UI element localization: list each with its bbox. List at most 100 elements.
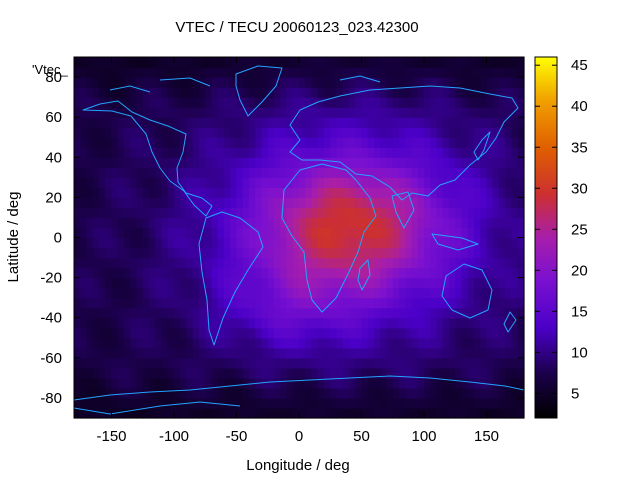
heatmap-cell bbox=[417, 137, 425, 148]
heatmap-cell bbox=[92, 167, 100, 178]
heatmap-cell bbox=[142, 367, 150, 379]
heatmap-cell bbox=[355, 347, 363, 359]
heatmap-cell bbox=[405, 227, 413, 239]
heatmap-cell bbox=[92, 57, 100, 68]
heatmap-cell bbox=[124, 167, 131, 178]
heatmap-cell bbox=[455, 317, 463, 329]
heatmap-cell bbox=[405, 97, 413, 108]
heatmap-cell bbox=[492, 167, 500, 178]
heatmap-cell bbox=[517, 97, 525, 108]
heatmap-cell bbox=[330, 307, 338, 319]
heatmap-cell bbox=[117, 247, 125, 259]
heatmap-cell bbox=[99, 117, 106, 128]
heatmap-cell bbox=[517, 387, 525, 399]
heatmap-cell bbox=[399, 197, 406, 209]
heatmap-cell bbox=[267, 177, 275, 188]
heatmap-cell bbox=[511, 227, 519, 239]
heatmap-cell bbox=[167, 167, 175, 178]
heatmap-cell bbox=[349, 407, 356, 419]
heatmap-cell bbox=[511, 147, 519, 158]
heatmap-cell bbox=[355, 247, 363, 259]
heatmap-cell bbox=[192, 407, 200, 419]
heatmap-cell bbox=[274, 277, 281, 289]
heatmap-cell bbox=[74, 87, 81, 98]
heatmap-cell bbox=[374, 257, 381, 269]
heatmap-cell bbox=[192, 217, 200, 229]
heatmap-cell bbox=[186, 117, 194, 128]
heatmap-cell bbox=[374, 217, 381, 229]
heatmap-cell bbox=[386, 67, 394, 78]
heatmap-cell bbox=[174, 97, 181, 108]
heatmap-cell bbox=[299, 87, 306, 98]
heatmap-cell bbox=[155, 267, 163, 279]
heatmap-cell bbox=[361, 87, 369, 98]
heatmap-cell bbox=[511, 177, 519, 188]
heatmap-cell bbox=[324, 157, 331, 168]
heatmap-cell bbox=[399, 337, 406, 349]
heatmap-cell bbox=[249, 267, 256, 279]
heatmap-cell bbox=[324, 387, 331, 399]
heatmap-cell bbox=[180, 67, 188, 78]
heatmap-cell bbox=[149, 267, 156, 279]
heatmap-cell bbox=[136, 87, 144, 98]
heatmap-cell bbox=[517, 397, 525, 409]
heatmap-cell bbox=[292, 377, 300, 389]
heatmap-cell bbox=[105, 377, 113, 389]
heatmap-cell bbox=[399, 77, 406, 88]
heatmap-cell bbox=[124, 247, 131, 259]
heatmap-cell bbox=[374, 317, 381, 329]
heatmap-cell bbox=[392, 177, 400, 188]
heatmap-cell bbox=[511, 277, 519, 289]
heatmap-cell bbox=[311, 127, 319, 138]
heatmap-cell bbox=[149, 187, 156, 198]
heatmap-cell bbox=[499, 137, 506, 148]
heatmap-cell bbox=[105, 147, 113, 158]
heatmap-cell bbox=[205, 67, 213, 78]
heatmap-cell bbox=[305, 247, 313, 259]
heatmap-cell bbox=[474, 187, 481, 198]
heatmap-cell bbox=[161, 387, 169, 399]
heatmap-cell bbox=[274, 107, 281, 118]
heatmap-cell bbox=[355, 227, 363, 239]
heatmap-cell bbox=[230, 357, 238, 369]
heatmap-cell bbox=[361, 317, 369, 329]
heatmap-cell bbox=[299, 197, 306, 209]
heatmap-cell bbox=[386, 317, 394, 329]
heatmap-cell bbox=[405, 377, 413, 389]
heatmap-cell bbox=[180, 97, 188, 108]
heatmap-cell bbox=[111, 297, 119, 309]
heatmap-cell bbox=[161, 317, 169, 329]
heatmap-cell bbox=[361, 187, 369, 198]
heatmap-cell bbox=[442, 117, 450, 128]
heatmap-cell bbox=[511, 87, 519, 98]
heatmap-cell bbox=[486, 207, 494, 219]
heatmap-cell bbox=[405, 327, 413, 339]
heatmap-cell bbox=[230, 87, 238, 98]
heatmap-cell bbox=[430, 97, 438, 108]
heatmap-cell bbox=[405, 177, 413, 188]
heatmap-cell bbox=[449, 117, 456, 128]
heatmap-cell bbox=[217, 337, 225, 349]
heatmap-cell bbox=[442, 197, 450, 209]
heatmap-cell bbox=[261, 57, 269, 68]
heatmap-cell bbox=[467, 147, 475, 158]
heatmap-cell bbox=[274, 177, 281, 188]
heatmap-cell bbox=[167, 57, 175, 68]
heatmap-cell bbox=[230, 57, 238, 68]
heatmap-cell bbox=[186, 137, 194, 148]
heatmap-cell bbox=[455, 177, 463, 188]
heatmap-cell bbox=[255, 137, 263, 148]
heatmap-cell bbox=[442, 237, 450, 249]
heatmap-cell bbox=[386, 297, 394, 309]
heatmap-cell bbox=[455, 267, 463, 279]
heatmap-cell bbox=[111, 377, 119, 389]
heatmap-cell bbox=[274, 287, 281, 299]
heatmap-cell bbox=[505, 107, 513, 118]
heatmap-cell bbox=[124, 57, 131, 68]
heatmap-cell bbox=[355, 287, 363, 299]
heatmap-cell bbox=[449, 377, 456, 389]
heatmap-cell bbox=[205, 137, 213, 148]
heatmap-cell bbox=[330, 57, 338, 68]
heatmap-cell bbox=[324, 277, 331, 289]
heatmap-cell bbox=[380, 397, 388, 409]
